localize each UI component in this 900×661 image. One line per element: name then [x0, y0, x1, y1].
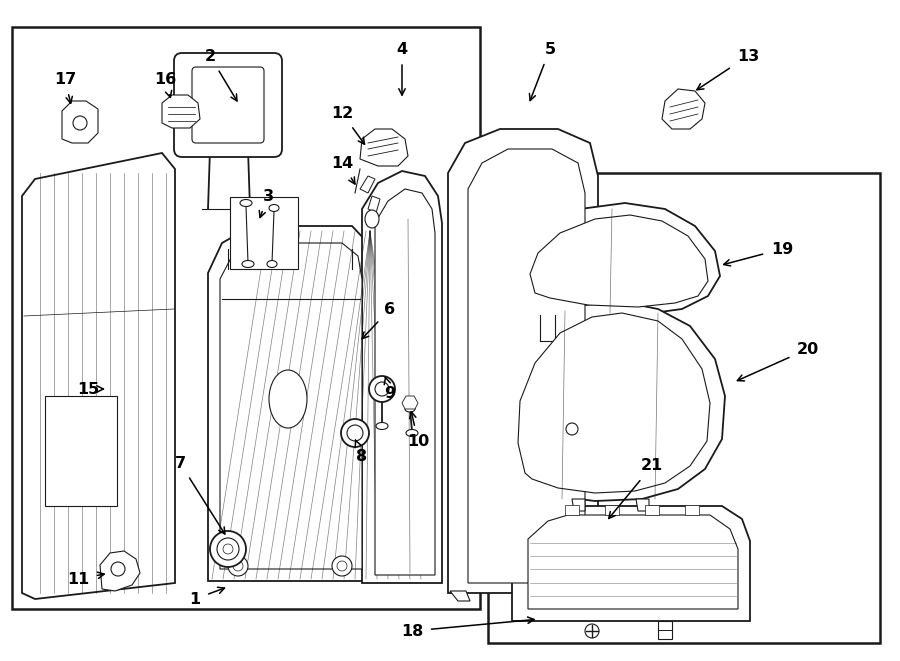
Circle shape — [228, 556, 248, 576]
Circle shape — [210, 531, 246, 567]
Ellipse shape — [269, 204, 279, 212]
Polygon shape — [100, 551, 140, 591]
Ellipse shape — [406, 430, 418, 436]
Circle shape — [111, 562, 125, 576]
Text: 16: 16 — [154, 71, 176, 97]
Polygon shape — [162, 95, 200, 128]
Polygon shape — [450, 591, 470, 601]
Circle shape — [217, 538, 239, 560]
Text: 6: 6 — [362, 301, 396, 338]
Text: 9: 9 — [384, 377, 396, 401]
Text: 10: 10 — [407, 412, 429, 449]
Polygon shape — [62, 101, 98, 143]
Bar — [685, 505, 699, 515]
Bar — [645, 505, 659, 515]
Circle shape — [341, 419, 369, 447]
Text: 3: 3 — [259, 188, 274, 217]
Text: 13: 13 — [697, 48, 759, 90]
Text: 8: 8 — [356, 440, 367, 463]
Polygon shape — [572, 499, 585, 511]
Polygon shape — [402, 396, 418, 409]
Circle shape — [566, 423, 578, 435]
Bar — [605, 505, 619, 515]
Polygon shape — [510, 203, 720, 315]
Polygon shape — [528, 515, 738, 609]
Text: 14: 14 — [331, 155, 355, 184]
Text: 20: 20 — [737, 342, 819, 381]
FancyBboxPatch shape — [174, 53, 282, 157]
Polygon shape — [375, 189, 435, 575]
Polygon shape — [360, 129, 408, 166]
Polygon shape — [512, 506, 750, 621]
Bar — [230, 197, 298, 269]
Polygon shape — [530, 215, 708, 307]
Polygon shape — [448, 129, 598, 593]
Ellipse shape — [267, 260, 277, 268]
Bar — [565, 505, 579, 515]
Text: 11: 11 — [67, 572, 104, 586]
Text: 15: 15 — [76, 381, 104, 397]
Ellipse shape — [269, 370, 307, 428]
Polygon shape — [636, 499, 649, 511]
Polygon shape — [22, 153, 175, 599]
Text: 1: 1 — [189, 587, 224, 607]
Bar — [658, 621, 672, 639]
Polygon shape — [518, 313, 710, 493]
Circle shape — [369, 376, 395, 402]
Polygon shape — [208, 226, 372, 581]
Circle shape — [332, 556, 352, 576]
Circle shape — [223, 544, 233, 554]
Circle shape — [585, 624, 599, 638]
Polygon shape — [662, 89, 705, 129]
Text: 12: 12 — [331, 106, 364, 144]
Text: 7: 7 — [175, 455, 225, 534]
Text: 5: 5 — [529, 42, 555, 100]
Text: 4: 4 — [396, 42, 408, 95]
Polygon shape — [498, 301, 725, 501]
Ellipse shape — [376, 422, 388, 430]
Text: 21: 21 — [608, 459, 663, 518]
FancyBboxPatch shape — [192, 67, 264, 143]
Ellipse shape — [365, 210, 379, 228]
Bar — [488, 173, 880, 643]
Ellipse shape — [242, 260, 254, 268]
Circle shape — [337, 561, 347, 571]
Circle shape — [375, 382, 389, 396]
Polygon shape — [360, 176, 375, 193]
Circle shape — [347, 425, 363, 441]
Ellipse shape — [240, 200, 252, 206]
Polygon shape — [220, 243, 362, 569]
Polygon shape — [468, 149, 585, 583]
Bar — [45, 396, 117, 506]
Circle shape — [73, 116, 87, 130]
Polygon shape — [368, 196, 380, 213]
Ellipse shape — [405, 406, 415, 412]
Text: 17: 17 — [54, 71, 76, 103]
Text: 19: 19 — [724, 241, 793, 266]
Circle shape — [233, 561, 243, 571]
Text: 2: 2 — [204, 48, 237, 101]
Bar — [12, 27, 480, 609]
Polygon shape — [362, 171, 442, 583]
Text: 18: 18 — [400, 617, 534, 639]
